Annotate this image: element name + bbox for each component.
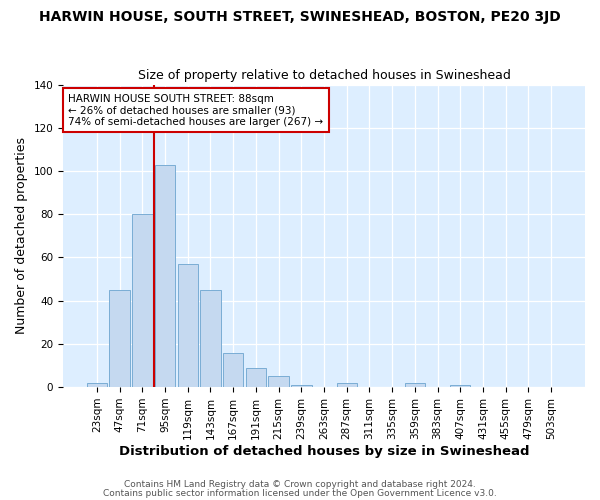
- Bar: [245, 368, 266, 387]
- Title: Size of property relative to detached houses in Swineshead: Size of property relative to detached ho…: [137, 69, 511, 82]
- Bar: [132, 214, 152, 387]
- Bar: [200, 290, 221, 387]
- Bar: [155, 164, 175, 387]
- Text: Contains HM Land Registry data © Crown copyright and database right 2024.: Contains HM Land Registry data © Crown c…: [124, 480, 476, 489]
- Bar: [404, 383, 425, 387]
- Bar: [178, 264, 198, 387]
- Bar: [337, 383, 357, 387]
- Bar: [291, 385, 311, 387]
- Text: HARWIN HOUSE, SOUTH STREET, SWINESHEAD, BOSTON, PE20 3JD: HARWIN HOUSE, SOUTH STREET, SWINESHEAD, …: [39, 10, 561, 24]
- Bar: [268, 376, 289, 387]
- Bar: [87, 383, 107, 387]
- Text: Contains public sector information licensed under the Open Government Licence v3: Contains public sector information licen…: [103, 488, 497, 498]
- Y-axis label: Number of detached properties: Number of detached properties: [15, 138, 28, 334]
- Text: HARWIN HOUSE SOUTH STREET: 88sqm
← 26% of detached houses are smaller (93)
74% o: HARWIN HOUSE SOUTH STREET: 88sqm ← 26% o…: [68, 94, 323, 127]
- Bar: [450, 385, 470, 387]
- X-axis label: Distribution of detached houses by size in Swineshead: Distribution of detached houses by size …: [119, 444, 529, 458]
- Bar: [109, 290, 130, 387]
- Bar: [223, 352, 244, 387]
